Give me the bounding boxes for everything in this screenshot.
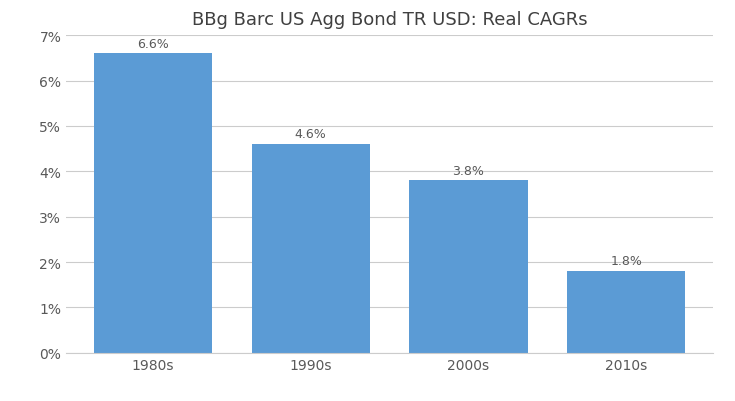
Bar (94, 54, 212, 353)
Title: BBg Barc US Agg Bond TR USD: Real CAGRs: BBg Barc US Agg Bond TR USD: Real CAGRs (192, 11, 587, 29)
Text: 6.6%: 6.6% (137, 38, 169, 51)
Bar (409, 181, 528, 353)
Text: 3.8%: 3.8% (453, 164, 484, 177)
Text: 4.6%: 4.6% (295, 128, 326, 141)
Bar (251, 145, 370, 353)
Text: 1.8%: 1.8% (610, 255, 642, 268)
Bar (567, 271, 685, 353)
